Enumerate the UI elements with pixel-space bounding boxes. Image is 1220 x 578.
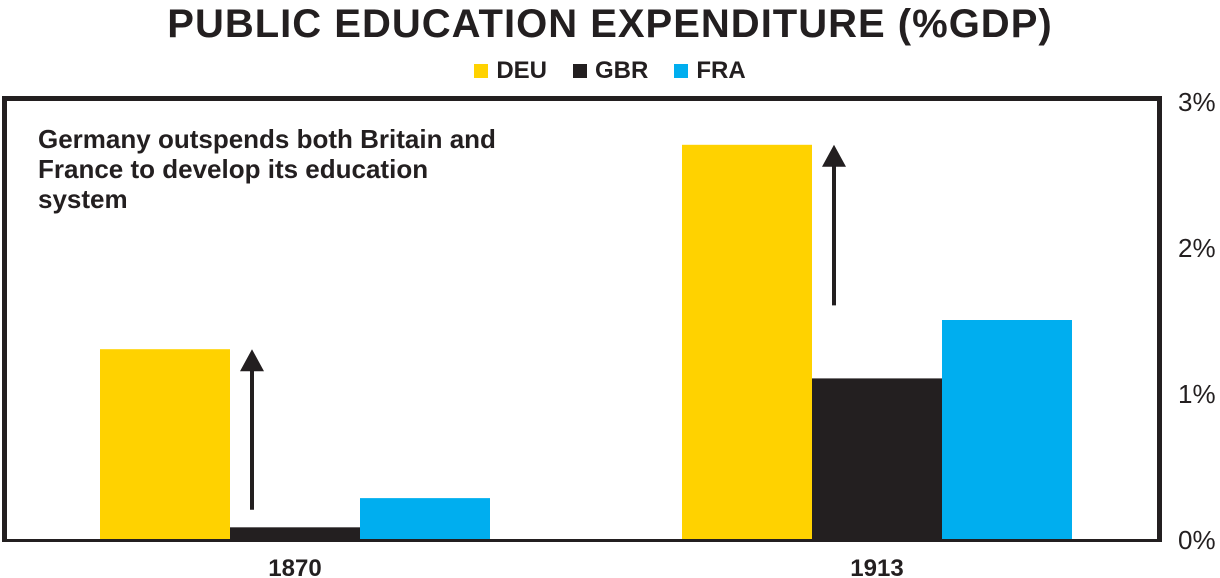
chart-annotation: Germany outspends both Britain and Franc… bbox=[38, 124, 496, 214]
bar-deu-1913 bbox=[682, 144, 812, 540]
legend-swatch-fra bbox=[674, 64, 689, 78]
x-tick-label-1870: 1870 bbox=[268, 555, 321, 578]
legend-swatch-gbr bbox=[573, 64, 587, 78]
bar-deu-1870 bbox=[100, 349, 230, 539]
legend-swatch-deu bbox=[474, 64, 489, 78]
y-tick-label-3: 3% bbox=[1178, 87, 1216, 117]
x-tick-label-1913: 1913 bbox=[850, 555, 903, 578]
legend-item-gbr: GBR bbox=[573, 57, 648, 85]
legend-label-deu: DEU bbox=[496, 57, 547, 84]
legend-item-fra: FRA bbox=[674, 57, 746, 85]
bar-fra-1913 bbox=[942, 320, 1072, 539]
bar-gbr-1913 bbox=[812, 378, 942, 539]
arrow-head-1913 bbox=[822, 144, 846, 167]
y-tick-label-2: 2% bbox=[1178, 233, 1216, 263]
bar-gbr-1870 bbox=[230, 527, 360, 539]
chart-title: PUBLIC EDUCATION EXPENDITURE (%GDP) bbox=[167, 2, 1053, 46]
legend: DEU GBR FRA bbox=[0, 54, 1220, 88]
plot-frame bbox=[2, 96, 1162, 542]
bar-fra-1870 bbox=[360, 498, 490, 539]
legend-label-fra: FRA bbox=[696, 57, 746, 84]
y-tick-label-1: 1% bbox=[1178, 379, 1216, 409]
y-tick-label-0: 0% bbox=[1178, 525, 1216, 555]
arrow-head-1870 bbox=[240, 349, 264, 372]
legend-item-deu: DEU bbox=[474, 57, 547, 85]
legend-label-gbr: GBR bbox=[595, 57, 649, 84]
x-axis-baseline bbox=[2, 539, 1162, 542]
